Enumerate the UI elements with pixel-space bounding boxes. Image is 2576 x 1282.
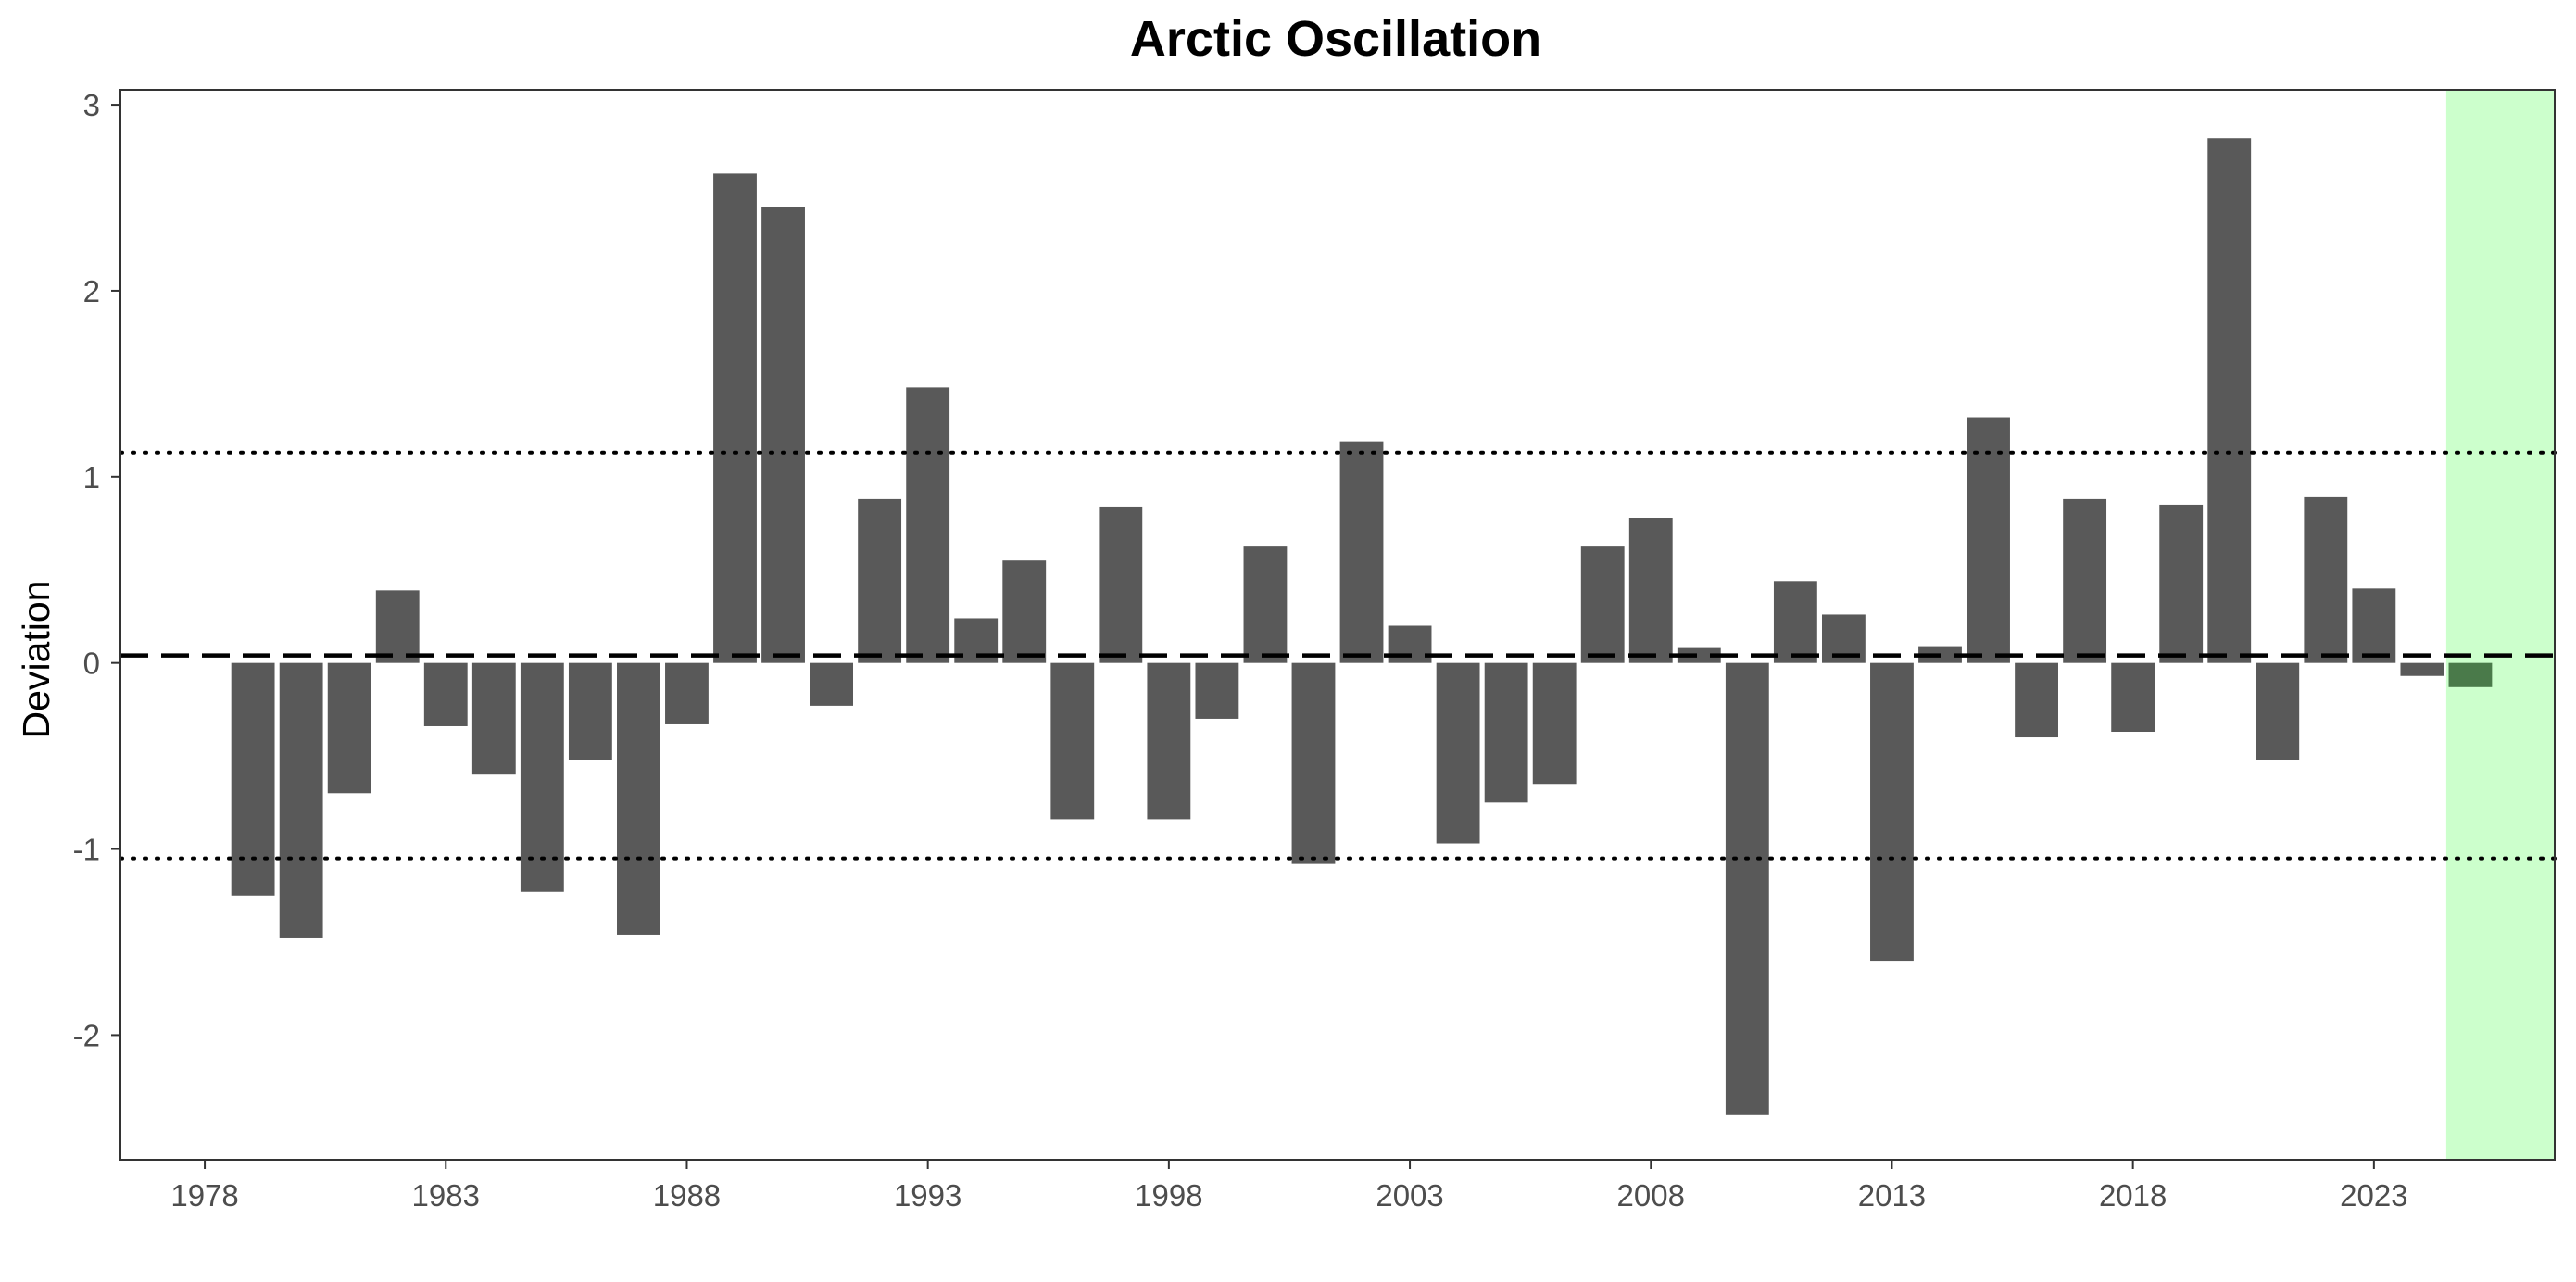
- bar-2001: [1291, 662, 1336, 864]
- x-tick-label: 2003: [1376, 1178, 1443, 1213]
- bar-1984: [471, 662, 516, 775]
- bar-2007: [1580, 546, 1625, 663]
- bar-1996: [1050, 662, 1095, 820]
- y-axis-title: Deviation: [15, 581, 57, 739]
- y-tick-label: 1: [83, 460, 100, 495]
- bar-1979: [231, 662, 275, 896]
- bar-2006: [1532, 662, 1577, 785]
- bar-2023: [2352, 588, 2396, 663]
- bar-2011: [1773, 581, 1817, 663]
- bar-1987: [617, 662, 660, 935]
- bar-2019: [2159, 504, 2204, 663]
- bar-2025: [2448, 662, 2493, 687]
- bar-2016: [2015, 662, 2058, 738]
- x-tick-label: 1998: [1135, 1178, 1202, 1213]
- bar-1981: [327, 662, 371, 794]
- bar-2013: [1870, 662, 1914, 962]
- bar-2004: [1436, 662, 1480, 844]
- bar-1993: [906, 387, 950, 663]
- bar-2005: [1484, 662, 1528, 803]
- bar-1983: [423, 662, 468, 726]
- x-tick-label: 1978: [170, 1178, 238, 1213]
- bar-1995: [1002, 560, 1047, 663]
- bar-1986: [568, 662, 612, 760]
- highlight-region: [2445, 90, 2555, 1160]
- bar-1991: [810, 662, 854, 706]
- bar-1992: [858, 498, 902, 663]
- y-tick-label: 0: [83, 647, 100, 681]
- bar-2015: [1967, 417, 2010, 663]
- bar-1997: [1099, 506, 1143, 663]
- bar-1982: [375, 590, 420, 663]
- x-tick-label: 1993: [894, 1178, 961, 1213]
- bar-1999: [1195, 662, 1239, 719]
- chart-title: Arctic Oscillation: [1130, 11, 1541, 67]
- bar-2024: [2400, 662, 2444, 676]
- x-tick-label: 2013: [1858, 1178, 1926, 1213]
- bar-2017: [2063, 498, 2107, 663]
- bar-1980: [279, 662, 323, 938]
- y-tick-label: -2: [73, 1018, 100, 1052]
- x-tick-label: 2018: [2099, 1178, 2167, 1213]
- x-tick-label: 2008: [1617, 1178, 1685, 1213]
- y-tick-label: -1: [73, 833, 100, 867]
- bar-2009: [1677, 647, 1721, 663]
- x-tick-label: 2023: [2340, 1178, 2407, 1213]
- bar-2000: [1243, 546, 1288, 663]
- bar-2008: [1628, 518, 1673, 663]
- plot-area: -2 -1 0 1 2 3 1978 1983 1988 1993 1998 2003 2008 2013…: [73, 88, 2557, 1213]
- bar-2022: [2304, 496, 2348, 663]
- bar-2010: [1725, 662, 1769, 1115]
- panel-border: [119, 89, 2556, 1161]
- y-tick-label: 2: [83, 274, 100, 308]
- bar-1988: [665, 662, 709, 724]
- bar-1989: [713, 173, 757, 663]
- bar-1998: [1147, 662, 1191, 820]
- bar-2002: [1339, 441, 1384, 663]
- bar-1990: [761, 207, 805, 663]
- x-tick-label: 1988: [653, 1178, 721, 1213]
- bar-2021: [2256, 662, 2300, 760]
- bar-2020: [2207, 138, 2252, 663]
- y-tick-label: 3: [83, 88, 100, 122]
- x-tick-label: 1983: [412, 1178, 480, 1213]
- bar-2018: [2111, 662, 2155, 732]
- bar-1985: [520, 662, 564, 892]
